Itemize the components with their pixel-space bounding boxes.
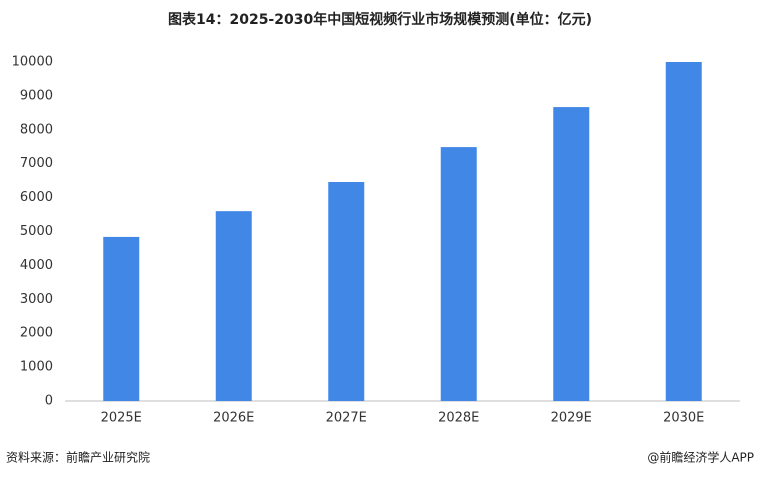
x-tick-label: 2029E <box>551 411 592 426</box>
y-tick-label: 10000 <box>12 55 53 70</box>
y-tick-label: 3000 <box>20 292 53 307</box>
bar <box>103 236 140 401</box>
y-tick-label: 9000 <box>20 88 53 103</box>
credit: @前瞻经济学人APP <box>647 450 754 465</box>
bar <box>665 62 702 401</box>
y-tick-label: 8000 <box>20 122 53 137</box>
y-tick-label: 5000 <box>20 224 53 239</box>
y-tick-label: 4000 <box>20 258 53 273</box>
x-tick-label: 2030E <box>663 411 704 426</box>
y-tick-label: 7000 <box>20 156 53 171</box>
y-tick-label: 0 <box>45 394 53 409</box>
x-tick-label: 2028E <box>438 411 479 426</box>
chart-title: 图表14：2025-2030年中国短视频行业市场规模预测(单位：亿元) <box>168 11 592 28</box>
x-tick-label: 2026E <box>213 411 254 426</box>
y-tick-label: 6000 <box>20 190 53 205</box>
y-tick-label: 2000 <box>20 326 53 341</box>
source: 资料来源：前瞻产业研究院 <box>6 450 150 465</box>
y-tick-label: 1000 <box>20 360 53 375</box>
x-tick-label: 2027E <box>326 411 367 426</box>
bar <box>440 147 477 401</box>
x-tick-label: 2025E <box>101 411 142 426</box>
bar <box>328 182 365 401</box>
bar <box>215 211 252 401</box>
bar <box>553 107 590 401</box>
